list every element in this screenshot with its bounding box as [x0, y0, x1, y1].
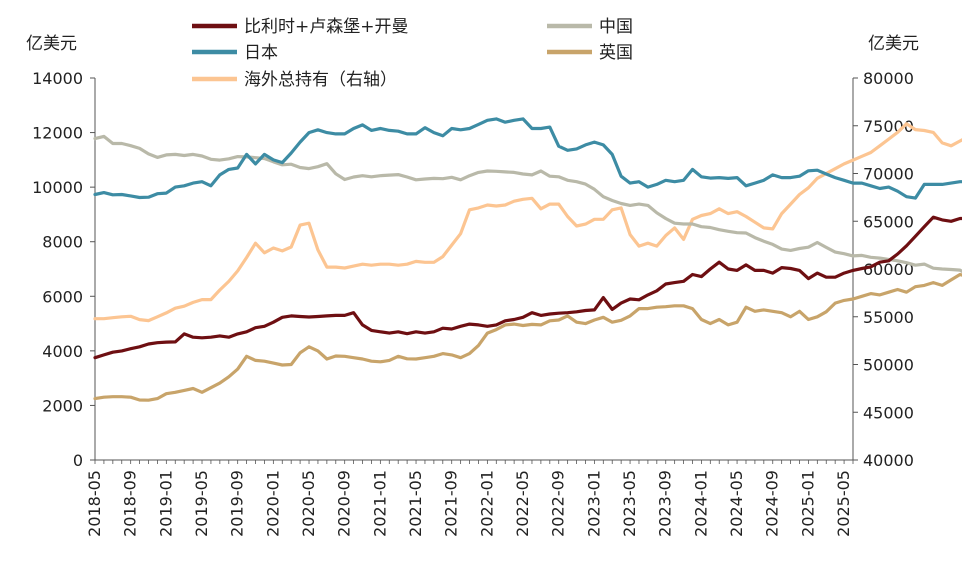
x-tick-label: 2023-09: [656, 470, 675, 537]
x-tick-label: 2019-05: [192, 470, 211, 537]
left-tick-label: 2000: [42, 396, 83, 415]
right-tick-label: 70000: [863, 165, 914, 184]
x-tick-label: 2022-01: [477, 470, 496, 537]
right-tick-label: 55000: [863, 308, 914, 327]
right-tick-label: 45000: [863, 403, 914, 422]
series-line-4: [93, 122, 962, 323]
legend-label-2: 日本: [244, 43, 278, 63]
x-tick-label: 2021-09: [442, 470, 461, 537]
right-tick-label: 75000: [863, 117, 914, 136]
right-tick-label: 80000: [863, 69, 914, 88]
left-tick-label: 4000: [42, 342, 83, 361]
x-tick-label: 2019-01: [156, 470, 175, 537]
x-tick-label: 2024-01: [691, 470, 710, 537]
legend-label-4: 海外总持有（右轴）: [244, 70, 397, 90]
x-tick-label: 2020-01: [263, 470, 282, 537]
series-line-0: [93, 215, 962, 360]
legend-label-0: 比利时+卢森堡+开曼: [244, 17, 409, 37]
right-tick-label: 65000: [863, 212, 914, 231]
left-tick-label: 6000: [42, 287, 83, 306]
left-tick-label: 12000: [32, 124, 83, 143]
x-tick-label: 2024-09: [763, 470, 782, 537]
left-tick-label: 8000: [42, 233, 83, 252]
series-line-1: [93, 134, 962, 274]
left-tick-label: 0: [73, 451, 83, 470]
x-tick-label: 2025-01: [798, 470, 817, 537]
x-tick-label: 2023-01: [584, 470, 603, 537]
legend-label-3: 英国: [599, 43, 633, 63]
series-line-3: [93, 272, 962, 402]
left-tick-label: 10000: [32, 178, 83, 197]
left-axis-unit: 亿美元: [26, 34, 77, 54]
series-lines: [93, 117, 962, 402]
x-tick-label: 2022-09: [549, 470, 568, 537]
x-tick-label: 2018-05: [85, 470, 104, 537]
right-axis-unit: 亿美元: [868, 34, 919, 54]
right-tick-label: 40000: [863, 451, 914, 470]
axes: 0 2000 4000 6000 8000 10000 12000 14000 40000 450…: [32, 69, 914, 537]
x-tick-label: 2018-09: [121, 470, 140, 537]
x-tick-label: 2019-09: [228, 470, 247, 537]
x-tick-label: 2022-05: [513, 470, 532, 537]
x-tick-label: 2024-05: [727, 470, 746, 537]
x-tick-label: 2020-05: [299, 470, 318, 537]
x-tick-label: 2023-05: [620, 470, 639, 537]
left-tick-label: 14000: [32, 69, 83, 88]
right-tick-label: 50000: [863, 356, 914, 375]
x-tick-label: 2020-09: [335, 470, 354, 537]
x-tick-label: 2025-05: [834, 470, 853, 537]
legend-label-1: 中国: [599, 17, 633, 37]
series-line-2: [93, 117, 962, 200]
x-tick-label: 2021-05: [406, 470, 425, 537]
x-tick-label: 2021-01: [370, 470, 389, 537]
